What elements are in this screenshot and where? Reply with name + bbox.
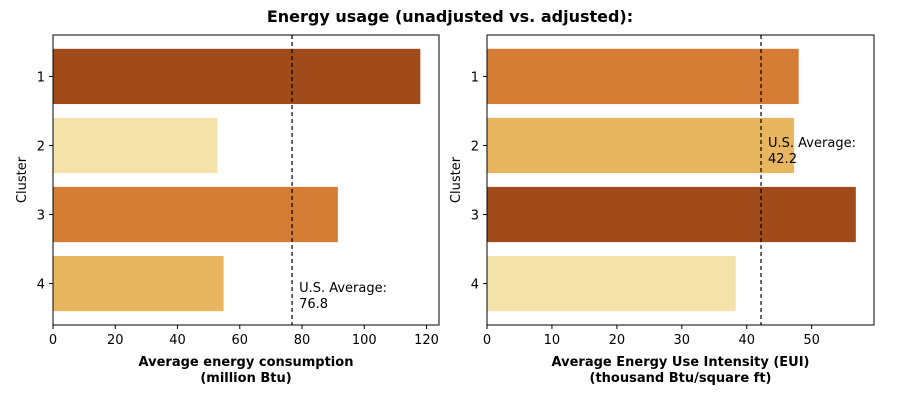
ytick-label-1: 1: [471, 70, 479, 85]
x-axis-label: Average energy consumption (million Btu): [139, 355, 354, 386]
xtick-label: 40: [169, 333, 186, 348]
xtick-label: 30: [674, 333, 691, 348]
xtick-label: 50: [803, 333, 820, 348]
plot-frame: [486, 34, 875, 326]
reference-annotation-line: U.S. Average:: [768, 136, 856, 151]
xtick-label: 20: [107, 333, 124, 348]
plot-frame: [52, 34, 440, 326]
xtick-label: 120: [414, 333, 439, 348]
bar-cluster-4: [487, 255, 736, 312]
bar-cluster-1: [53, 48, 421, 105]
reference-annotation-line: 76.8: [299, 297, 328, 312]
x-axis-label-line: (million Btu): [200, 371, 291, 386]
ytick-label-3: 3: [471, 209, 479, 224]
xtick-label: 20: [609, 333, 626, 348]
bar-cluster-3: [487, 186, 856, 243]
bar-cluster-3: [53, 186, 338, 243]
ytick-label-2: 2: [37, 139, 45, 154]
figure-title: Energy usage (unadjusted vs. adjusted):: [267, 7, 633, 26]
xtick-label: 0: [49, 333, 57, 348]
ytick-label-4: 4: [37, 278, 45, 293]
ytick-label-4: 4: [471, 278, 479, 293]
x-axis-label: Average Energy Use Intensity (EUI) (thous…: [552, 355, 810, 386]
reference-annotation: U.S. Average: 76.8: [299, 281, 387, 312]
x-axis-label-line: Average Energy Use Intensity (EUI): [552, 355, 810, 370]
reference-annotation-line: U.S. Average:: [299, 281, 387, 296]
reference-annotation-line: 42.2: [768, 152, 797, 167]
bar-cluster-2: [53, 117, 218, 174]
xtick-label: 60: [232, 333, 249, 348]
ytick-label-2: 2: [471, 139, 479, 154]
y-axis-label: Cluster: [15, 156, 30, 203]
y-axis-label: Cluster: [449, 156, 464, 203]
x-axis-label-line: Average energy consumption: [139, 355, 354, 370]
xtick-label: 40: [738, 333, 755, 348]
chart-panel-2: 1 2 3 4 U.S. Average: 42.2 0 10 20 30 40 50 Average …: [449, 34, 875, 386]
chart-panel-1: 1 2 3 4 U.S. Average: 76.8 0 20 40 60 80 100 120 Aver…: [15, 34, 440, 386]
xtick-label: 80: [294, 333, 311, 348]
bar-cluster-4: [53, 255, 224, 312]
xtick-label: 0: [483, 333, 491, 348]
bar-cluster-2: [487, 117, 795, 174]
xtick-label: 100: [352, 333, 377, 348]
ytick-label-3: 3: [37, 209, 45, 224]
reference-annotation: U.S. Average: 42.2: [768, 136, 856, 167]
bar-cluster-1: [487, 48, 799, 105]
xtick-label: 10: [544, 333, 561, 348]
ytick-label-1: 1: [37, 70, 45, 85]
x-axis-label-line: (thousand Btu/square ft): [590, 371, 772, 386]
